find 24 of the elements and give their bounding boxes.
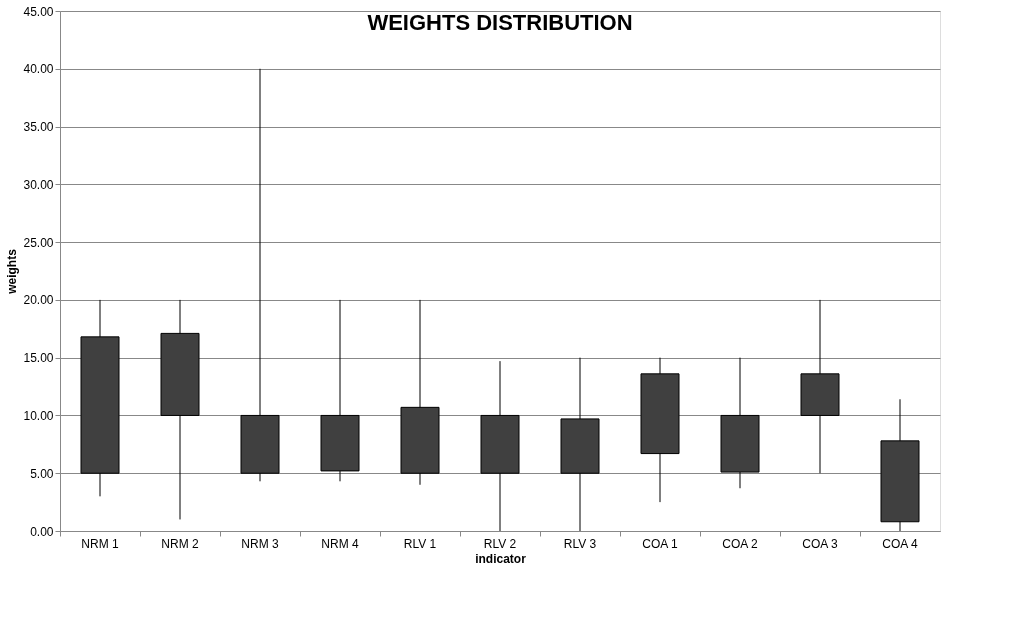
x-tick-label: NRM 1 — [81, 536, 119, 551]
x-tick-label: NRM 2 — [161, 536, 199, 551]
y-tick-label: 30.00 — [23, 177, 54, 192]
y-tick-label: 45.00 — [23, 4, 54, 19]
x-axis-title: indicator — [475, 551, 527, 566]
x-tick-label: RLV 3 — [563, 536, 597, 551]
chart-title: WEIGHTS DISTRIBUTION — [367, 10, 633, 35]
y-tick-label: 5.00 — [30, 466, 54, 481]
x-tick-label: COA 1 — [642, 536, 678, 551]
y-tick-label: 25.00 — [23, 235, 54, 250]
x-tick-label: NRM 4 — [321, 536, 359, 551]
y-tick-label: 20.00 — [23, 293, 54, 308]
y-axis-title: weights — [5, 248, 20, 295]
y-tick-label: 0.00 — [30, 524, 54, 539]
x-tick-label: RLV 2 — [483, 536, 517, 551]
x-tick-label: COA 2 — [722, 536, 758, 551]
y-tick-label: 10.00 — [23, 408, 54, 423]
y-tick-label: 15.00 — [23, 351, 54, 366]
x-tick-label: RLV 1 — [403, 536, 437, 551]
x-tick-label: NRM 3 — [241, 536, 279, 551]
y-tick-label: 40.00 — [23, 62, 54, 77]
x-tick-label: COA 4 — [882, 536, 918, 551]
y-tick-label: 35.00 — [23, 120, 54, 135]
x-tick-label: COA 3 — [802, 536, 838, 551]
